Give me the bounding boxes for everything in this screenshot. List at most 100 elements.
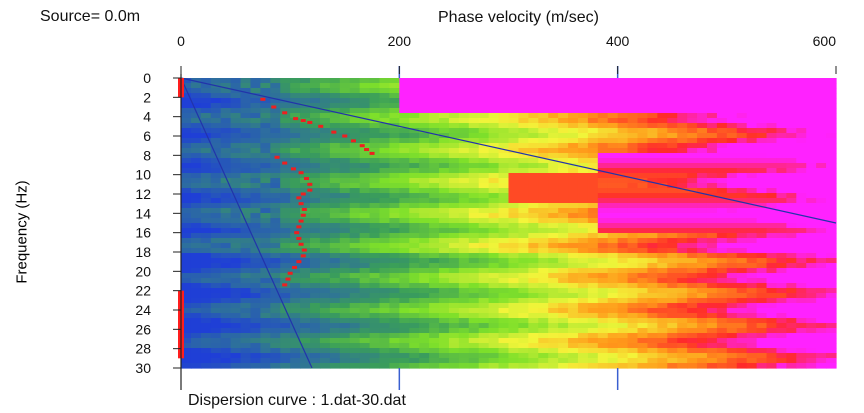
heatmap-cell bbox=[220, 333, 232, 339]
heatmap-cell bbox=[200, 228, 212, 234]
heatmap-cell bbox=[468, 153, 480, 159]
heatmap-cell bbox=[240, 93, 252, 99]
heatmap-cell bbox=[319, 193, 331, 199]
heatmap-cell bbox=[319, 203, 331, 209]
heatmap-cell bbox=[647, 338, 658, 344]
heatmap-cell bbox=[607, 88, 619, 94]
heatmap-cell bbox=[200, 178, 212, 184]
heatmap-cell bbox=[359, 238, 371, 244]
heatmap-cell bbox=[667, 348, 678, 354]
heatmap-cell bbox=[558, 258, 569, 264]
heatmap-cell bbox=[746, 108, 758, 114]
heatmap-cell bbox=[816, 88, 827, 94]
heatmap-cell bbox=[736, 168, 748, 174]
heatmap-cell bbox=[518, 338, 529, 344]
heatmap-cell bbox=[776, 223, 787, 229]
heatmap-cell bbox=[220, 268, 232, 274]
heatmap-cell bbox=[270, 313, 281, 319]
heatmap-cell bbox=[508, 188, 520, 194]
heatmap-cell bbox=[726, 193, 738, 199]
heatmap-cell bbox=[290, 193, 301, 199]
heatmap-cell bbox=[687, 193, 698, 199]
heatmap-cell bbox=[706, 188, 718, 194]
heatmap-cell bbox=[697, 163, 708, 169]
dispersion-point bbox=[301, 248, 307, 252]
heatmap-cell bbox=[488, 243, 500, 249]
heatmap-cell bbox=[429, 168, 440, 174]
heatmap-cell bbox=[210, 343, 222, 349]
heatmap-cell bbox=[617, 258, 629, 264]
heatmap-cell bbox=[290, 248, 301, 254]
heatmap-cell bbox=[379, 98, 390, 104]
heatmap-cell bbox=[677, 288, 688, 294]
heatmap-cell bbox=[230, 103, 242, 109]
heatmap-cell bbox=[181, 223, 192, 229]
heatmap-cell bbox=[558, 78, 569, 84]
heatmap-cell bbox=[369, 153, 381, 159]
heatmap-cell bbox=[597, 153, 609, 159]
heatmap-cell bbox=[478, 198, 490, 204]
heatmap-cell bbox=[607, 298, 619, 304]
heatmap-cell bbox=[528, 338, 539, 344]
heatmap-cell bbox=[290, 233, 301, 239]
heatmap-cell bbox=[826, 83, 837, 89]
heatmap-cell bbox=[399, 328, 410, 334]
heatmap-cell bbox=[726, 298, 738, 304]
heatmap-cell bbox=[379, 113, 390, 119]
heatmap-cell bbox=[379, 153, 390, 159]
heatmap-cell bbox=[587, 88, 599, 94]
heatmap-cell bbox=[310, 183, 321, 189]
heatmap-cell bbox=[280, 238, 291, 244]
heatmap-cell bbox=[577, 278, 589, 284]
heatmap-cell bbox=[677, 98, 688, 104]
heatmap-cell bbox=[181, 233, 192, 239]
heatmap-cell bbox=[250, 178, 261, 184]
heatmap-cell bbox=[359, 168, 371, 174]
heatmap-cell bbox=[667, 353, 678, 359]
heatmap-cell bbox=[349, 203, 361, 209]
heatmap-cell bbox=[568, 128, 579, 134]
heatmap-cell bbox=[210, 78, 222, 84]
heatmap-cell bbox=[389, 178, 400, 184]
heatmap-cell bbox=[647, 153, 658, 159]
heatmap-cell bbox=[637, 253, 649, 259]
heatmap-cell bbox=[379, 338, 390, 344]
heatmap-cell bbox=[587, 238, 599, 244]
heatmap-cell bbox=[240, 303, 252, 309]
heatmap-cell bbox=[577, 178, 589, 184]
heatmap-cell bbox=[319, 263, 331, 269]
dispersion-point bbox=[293, 117, 299, 121]
heatmap-cell bbox=[458, 183, 470, 189]
heatmap-cell bbox=[736, 113, 748, 119]
heatmap-cell bbox=[508, 213, 520, 219]
heatmap-cell bbox=[220, 228, 232, 234]
heatmap-cell bbox=[577, 153, 589, 159]
heatmap-cell bbox=[270, 168, 281, 174]
heatmap-cell bbox=[389, 218, 400, 224]
heatmap-cell bbox=[806, 138, 817, 144]
heatmap-cell bbox=[548, 203, 559, 209]
heatmap-cell bbox=[647, 298, 658, 304]
y-tick-label: 10 bbox=[135, 167, 151, 183]
heatmap-cell bbox=[498, 328, 510, 334]
heatmap-cell bbox=[697, 273, 708, 279]
heatmap-cell bbox=[617, 138, 629, 144]
heatmap-cell bbox=[250, 138, 261, 144]
heatmap-cell bbox=[726, 278, 738, 284]
heatmap-cell bbox=[429, 298, 440, 304]
heatmap-cell bbox=[498, 133, 510, 139]
heatmap-cell bbox=[736, 303, 748, 309]
heatmap-cell bbox=[458, 128, 470, 134]
heatmap-cell bbox=[339, 343, 351, 349]
heatmap-cell bbox=[369, 293, 381, 299]
heatmap-cell bbox=[448, 258, 460, 264]
heatmap-cell bbox=[210, 183, 222, 189]
heatmap-cell bbox=[409, 263, 420, 269]
heatmap-cell bbox=[369, 333, 381, 339]
heatmap-cell bbox=[448, 243, 460, 249]
heatmap-cell bbox=[756, 198, 768, 204]
heatmap-cell bbox=[766, 218, 778, 224]
heatmap-cell bbox=[597, 248, 609, 254]
heatmap-cell bbox=[181, 363, 192, 369]
heatmap-cell bbox=[607, 113, 619, 119]
